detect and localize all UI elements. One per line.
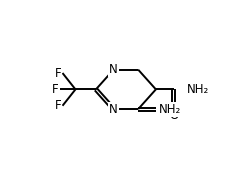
Text: N: N [109, 103, 118, 116]
Text: F: F [52, 83, 58, 96]
Text: NH₂: NH₂ [159, 103, 181, 116]
Text: O: O [169, 109, 178, 122]
Text: F: F [54, 99, 61, 112]
Text: F: F [54, 67, 61, 79]
Text: NH₂: NH₂ [187, 83, 209, 96]
Text: N: N [109, 63, 118, 76]
